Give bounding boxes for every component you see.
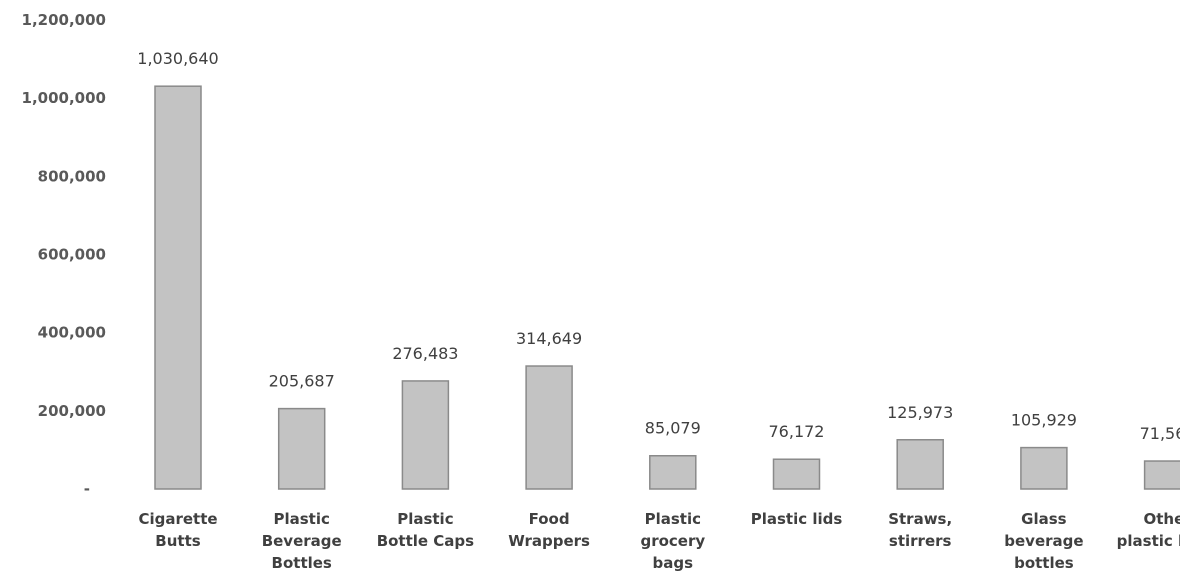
bars bbox=[154, 85, 1180, 490]
bar bbox=[525, 365, 573, 490]
x-tick-label: Plastic grocery bags bbox=[640, 510, 705, 572]
data-label: 125,973 bbox=[887, 403, 953, 422]
y-axis: - 200,000 400,000 600,000 800,000 1,000,000 1,… bbox=[22, 11, 106, 498]
x-tick-label: Food Wrappers bbox=[508, 510, 590, 550]
x-tick-label: Plastic lids bbox=[751, 510, 843, 528]
bar bbox=[1143, 460, 1180, 490]
data-label: 205,687 bbox=[269, 372, 335, 391]
x-tick-label-line: Wrappers bbox=[508, 532, 590, 550]
data-label: 76,172 bbox=[769, 422, 825, 441]
data-label: 105,929 bbox=[1011, 411, 1077, 430]
bar bbox=[401, 380, 450, 490]
data-label: 85,079 bbox=[645, 419, 701, 438]
bar bbox=[772, 458, 821, 490]
bar bbox=[154, 85, 202, 490]
x-tick-label-line: beverage bbox=[1004, 532, 1083, 550]
x-tick-label-line: Bottles bbox=[272, 554, 332, 572]
x-tick-label: Other plastic bags bbox=[1117, 510, 1180, 550]
x-tick-label-line: Straws, bbox=[888, 510, 952, 528]
data-labels: 1,030,640 205,687 276,483 314,649 85,079 76,1… bbox=[137, 49, 1180, 443]
x-tick-label-line: Bottle Caps bbox=[377, 532, 474, 550]
y-tick-label: 800,000 bbox=[38, 167, 106, 185]
x-tick-label-line: Food bbox=[529, 510, 570, 528]
x-tick-label: Cigarette Butts bbox=[138, 510, 217, 550]
x-tick-label-line: Plastic bbox=[397, 510, 453, 528]
x-tick-label-line: grocery bbox=[640, 532, 705, 550]
data-label: 276,483 bbox=[392, 344, 458, 363]
bar bbox=[896, 439, 944, 490]
y-tick-label: 1,000,000 bbox=[22, 89, 106, 107]
x-tick-label: Plastic Bottle Caps bbox=[377, 510, 474, 550]
x-tick-label-line: Plastic lids bbox=[751, 510, 843, 528]
bar bbox=[1020, 446, 1068, 490]
y-tick-label: 200,000 bbox=[38, 402, 106, 420]
y-tick-label: - bbox=[84, 480, 90, 498]
x-tick-label-line: Beverage bbox=[262, 532, 342, 550]
x-tick-label: Straws, stirrers bbox=[888, 510, 952, 550]
y-tick-label: 1,200,000 bbox=[22, 11, 106, 29]
x-tick-label-line: Glass bbox=[1021, 510, 1067, 528]
x-tick-label-line: stirrers bbox=[889, 532, 952, 550]
x-tick-label-line: Plastic bbox=[274, 510, 330, 528]
data-label: 71,566 bbox=[1140, 424, 1180, 443]
x-tick-label: Plastic Beverage Bottles bbox=[262, 510, 342, 572]
x-tick-label-line: bags bbox=[653, 554, 694, 572]
y-tick-label: 400,000 bbox=[38, 324, 106, 342]
data-label: 1,030,640 bbox=[137, 49, 218, 68]
x-tick-label-line: plastic bags bbox=[1117, 532, 1180, 550]
x-tick-label-line: Cigarette bbox=[138, 510, 217, 528]
x-tick-label-line: bottles bbox=[1014, 554, 1074, 572]
bar bbox=[277, 407, 326, 490]
x-tick-label: Glass beverage bottles bbox=[1004, 510, 1083, 572]
bar bbox=[649, 454, 697, 490]
y-tick-label: 600,000 bbox=[38, 246, 106, 264]
data-label: 314,649 bbox=[516, 329, 582, 348]
x-tick-label-line: Plastic bbox=[645, 510, 701, 528]
x-tick-label-line: Other bbox=[1144, 510, 1180, 528]
x-tick-label-line: Butts bbox=[155, 532, 200, 550]
